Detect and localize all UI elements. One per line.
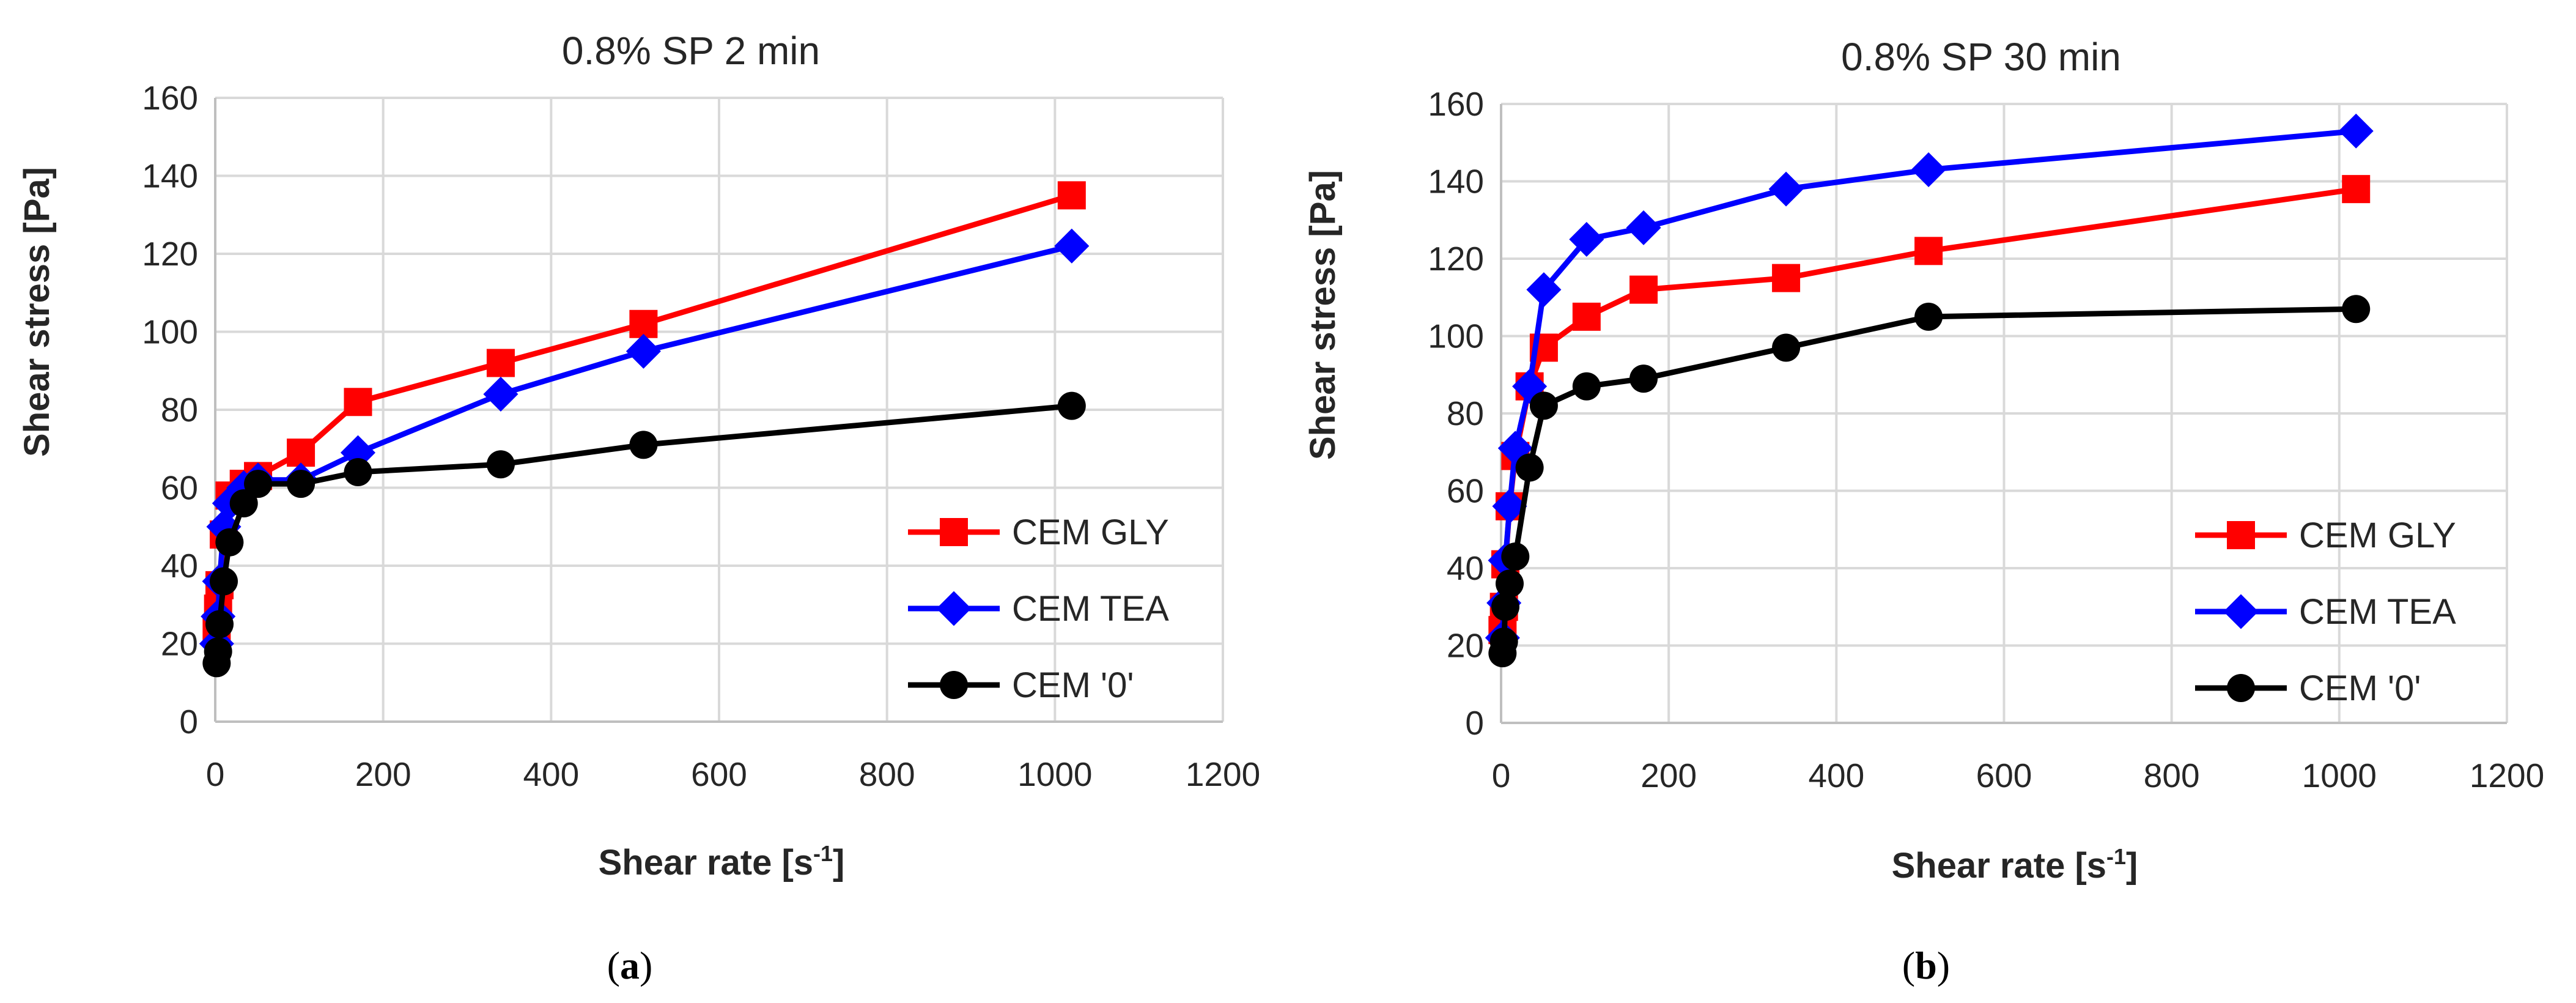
- chart-a-title: 0.8% SP 2 min: [562, 29, 820, 73]
- chart-a-y-tick-label: 40: [161, 547, 198, 585]
- chart-b-data-point-cem-tea: [1492, 489, 1527, 524]
- chart-a: 0.8% SP 2 min 0 20 40 60 80 100 120 140 160 0 200 4…: [17, 29, 1260, 987]
- chart-b-data-point-cem-tea: [1526, 272, 1562, 308]
- chart-a-y-tick-label: 60: [161, 469, 198, 507]
- chart-b-x-axis-label: Shear rate [s-1]: [1892, 844, 2138, 886]
- chart-b-y-tick-label: 140: [1428, 163, 1484, 201]
- chart-a-data-point-cem-0: [486, 450, 515, 479]
- chart-b-legend-marker-cem-tea: [2223, 594, 2259, 629]
- chart-b-data-point-cem-tea: [1911, 152, 1946, 188]
- chart-b: 0.8% SP 30 min 0 20 40 60 80 100 120 140 160 0 200…: [1303, 35, 2544, 987]
- chart-a-legend-label-cem-gly: CEM GLY: [1012, 513, 1169, 552]
- chart-b-data-point-cem-0: [1914, 302, 1943, 331]
- chart-a-data-point-cem-0: [205, 610, 234, 638]
- chart-b-data-point-cem-gly: [2342, 175, 2371, 204]
- chart-b-data-point-cem-tea: [2338, 113, 2374, 149]
- chart-b-legend-label-cem-tea: CEM TEA: [2299, 592, 2456, 632]
- chart-a-y-tick-label: 80: [161, 391, 198, 429]
- chart-a-caption: (a): [607, 944, 653, 987]
- chart-b-data-point-cem-0: [1629, 365, 1658, 393]
- chart-a-data-point-cem-gly: [486, 349, 515, 377]
- chart-b-y-tick-label: 0: [1465, 704, 1484, 742]
- chart-b-series-line-cem-0: [1499, 306, 2356, 654]
- chart-b-data-point-cem-tea: [1768, 171, 1804, 207]
- chart-b-x-tick-label: 400: [1808, 757, 1864, 794]
- chart-b-title: 0.8% SP 30 min: [1841, 35, 2121, 79]
- chart-b-data-point-cem-0: [1491, 593, 1519, 621]
- chart-a-data-point-cem-gly: [629, 309, 658, 338]
- chart-a-x-axis-label: Shear rate [s-1]: [599, 841, 845, 883]
- chart-a-x-tick-label: 800: [859, 755, 915, 793]
- chart-b-data-point-cem-gly: [1772, 264, 1801, 292]
- chart-a-data-point-cem-tea: [483, 376, 519, 412]
- chart-b-data-point-cem-0: [1529, 391, 1558, 420]
- chart-a-legend-label-cem-0: CEM '0': [1012, 665, 1134, 705]
- chart-b-data-point-cem-tea: [1569, 221, 1604, 257]
- chart-a-y-tick-label: 20: [161, 625, 198, 663]
- chart-b-y-tick-label: 100: [1428, 317, 1484, 355]
- chart-b-legend-label-cem-0: CEM '0': [2299, 668, 2421, 708]
- chart-b-legend-label-cem-gly: CEM GLY: [2299, 516, 2456, 555]
- chart-a-y-tick-label: 160: [142, 79, 198, 117]
- chart-a-y-tick-label: 120: [142, 235, 198, 273]
- chart-a-data-point-cem-tea: [626, 333, 661, 369]
- chart-a-legend-marker-cem-tea: [936, 591, 972, 626]
- chart-b-y-tick-label: 40: [1447, 549, 1484, 587]
- chart-a-legend-marker-cem-0: [940, 671, 968, 699]
- chart-b-x-tick-label: 1200: [2470, 757, 2544, 794]
- chart-b-y-tick-label: 160: [1428, 85, 1484, 123]
- chart-a-data-point-cem-0: [204, 637, 232, 666]
- chart-a-data-point-cem-gly: [344, 388, 372, 416]
- chart-a-data-point-cem-0: [344, 458, 372, 486]
- chart-a-x-tick-label: 400: [523, 755, 579, 793]
- chart-b-data-point-cem-0: [1515, 453, 1544, 482]
- chart-a-data-point-cem-gly: [1057, 181, 1086, 210]
- chart-a-data-point-cem-0: [287, 470, 316, 498]
- chart-b-y-tick-label: 60: [1447, 472, 1484, 510]
- chart-b-data-point-cem-0: [1572, 372, 1601, 401]
- chart-b-x-tick-label: 0: [1492, 757, 1511, 794]
- chart-a-data-point-cem-gly: [287, 439, 316, 467]
- chart-b-y-axis-label: Shear stress [Pa]: [1303, 170, 1343, 460]
- chart-b-x-tick-label: 200: [1640, 757, 1697, 794]
- chart-b-data-point-cem-gly: [1629, 275, 1658, 304]
- chart-b-data-point-cem-gly: [1572, 302, 1601, 331]
- chart-a-x-tick-label: 0: [206, 755, 225, 793]
- chart-b-data-point-cem-tea: [1626, 210, 1661, 245]
- chart-b-data-point-cem-0: [2342, 295, 2371, 324]
- chart-a-y-tick-label: 100: [142, 313, 198, 351]
- chart-a-data-point-cem-0: [210, 567, 238, 596]
- chart-b-data-point-cem-gly: [1914, 237, 1943, 265]
- chart-b-x-tick-label: 600: [1976, 757, 2032, 794]
- chart-a-data-point-cem-0: [244, 470, 273, 498]
- chart-a-legend-marker-cem-gly: [940, 518, 968, 546]
- chart-b-legend-marker-cem-gly: [2227, 521, 2255, 549]
- chart-a-x-tick-label: 1000: [1017, 755, 1092, 793]
- chart-b-data-point-cem-0: [1495, 569, 1524, 598]
- chart-a-y-tick-label: 140: [142, 157, 198, 195]
- chart-b-y-tick-label: 120: [1428, 240, 1484, 278]
- chart-b-caption: (b): [1902, 944, 1950, 987]
- chart-a-data-point-cem-0: [229, 489, 258, 517]
- chart-a-legend-label-cem-tea: CEM TEA: [1012, 589, 1169, 629]
- chart-b-data-point-cem-0: [1772, 333, 1801, 362]
- chart-b-data-point-cem-0: [1501, 542, 1530, 571]
- chart-a-x-tick-label: 1200: [1186, 755, 1260, 793]
- chart-a-y-axis-label: Shear stress [Pa]: [17, 167, 57, 457]
- chart-a-x-tick-label: 200: [355, 755, 411, 793]
- chart-a-data-point-cem-0: [629, 431, 658, 459]
- chart-a-data-point-cem-0: [215, 528, 244, 557]
- chart-a-x-tick-label: 600: [691, 755, 747, 793]
- chart-b-legend-marker-cem-0: [2227, 674, 2255, 702]
- chart-a-data-point-cem-tea: [1054, 228, 1090, 264]
- chart-b-y-tick-label: 80: [1447, 394, 1484, 432]
- chart-a-y-tick-label: 0: [179, 703, 198, 741]
- chart-b-y-tick-label: 20: [1447, 627, 1484, 665]
- chart-b-x-tick-label: 1000: [2302, 757, 2377, 794]
- chart-b-data-point-cem-0: [1489, 627, 1518, 656]
- chart-a-data-point-cem-0: [1057, 391, 1086, 420]
- chart-b-x-tick-label: 800: [2144, 757, 2200, 794]
